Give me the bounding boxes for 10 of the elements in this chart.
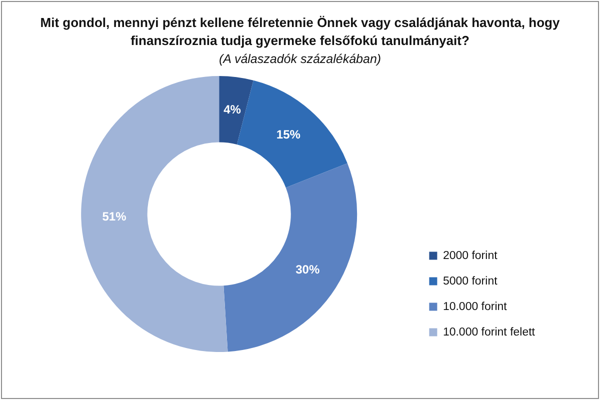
data-label: 15% [276, 128, 301, 142]
data-label: 4% [224, 102, 242, 116]
chart-subtitle: (A válaszadók százalékában) [218, 51, 382, 67]
legend-label: 5000 forint [442, 275, 498, 288]
chart-title: Mit gondol, mennyi pénzt kellene félretennie Önnek vagy családjának havonta, hogy finanszíroznia tudja gyermeke felsőfokú tanulmányait? [39, 14, 561, 50]
legend-label: 10.000 forint felett [442, 326, 536, 338]
data-label: 51% [102, 210, 127, 224]
legend-label: 10.000 forint [442, 300, 508, 313]
legend-label: 2000 forint [442, 250, 498, 262]
data-label: 30% [296, 262, 320, 277]
